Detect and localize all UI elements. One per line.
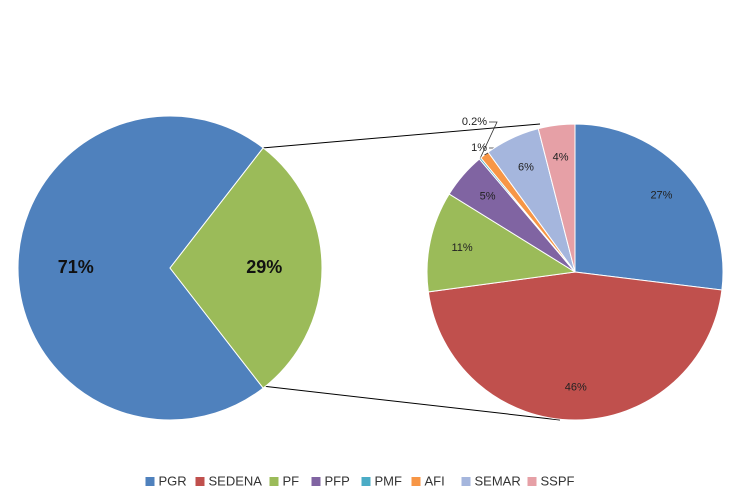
pie-slice [537, 123, 576, 273]
pie-slice [427, 271, 723, 421]
data-label: 46% [565, 381, 587, 393]
legend-swatch [195, 477, 205, 486]
connector [261, 123, 541, 149]
legend-swatch [361, 477, 371, 486]
pie-slice [574, 123, 724, 291]
data-label: 4% [553, 151, 569, 163]
data-label: 29% [246, 257, 282, 277]
legend-label: PMF [375, 473, 403, 488]
data-label: 1% [471, 142, 487, 154]
data-label: 27% [650, 189, 672, 201]
legend-label: SSPF [541, 473, 575, 488]
data-label: 5% [480, 191, 496, 203]
connector [261, 385, 561, 421]
legend-swatch [311, 477, 321, 486]
data-label: 71% [58, 257, 94, 277]
legend-swatch [269, 477, 279, 486]
legend-swatch [527, 477, 537, 486]
legend-swatch [461, 477, 471, 486]
data-label: 6% [518, 161, 534, 173]
leader-line [479, 121, 498, 159]
legend-label: SEMAR [475, 473, 521, 488]
pie-slice [169, 147, 323, 389]
pie-slice [426, 193, 577, 293]
legend-swatch [411, 477, 421, 486]
legend-label: PGR [159, 473, 187, 488]
legend-swatch [145, 477, 155, 486]
legend-label: AFI [425, 473, 445, 488]
legend-label: PFP [325, 473, 350, 488]
pie-slice [17, 115, 264, 421]
data-label: 0.2% [462, 116, 487, 128]
legend-label: PF [283, 473, 300, 488]
legend-label: SEDENA [209, 473, 263, 488]
data-label: 11% [451, 242, 472, 254]
